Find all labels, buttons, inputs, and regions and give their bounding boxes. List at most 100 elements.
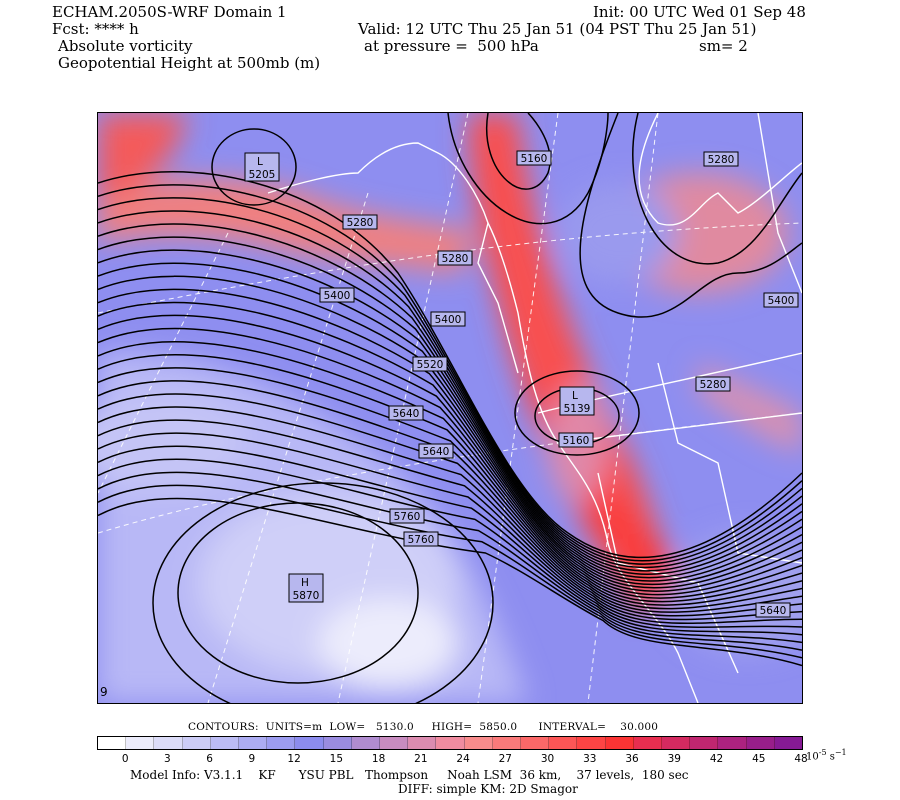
colorbar-tick-label: 3 (164, 753, 171, 765)
svg-text:H: H (301, 577, 309, 589)
contour-label: 5640 (418, 443, 454, 459)
contour-label: 5640 (755, 602, 791, 618)
model-info: Model Info: V3.1.1 KF YSU PBL Thompson N… (130, 768, 689, 782)
colorbar-swatch (323, 737, 352, 749)
colorbar-tick-label: 12 (287, 753, 301, 765)
colorbar-swatch (436, 737, 465, 749)
contour-label-layer: 5160 5280 5280 5280 5400 5400 5520 5640 5640 5760… (319, 150, 799, 618)
svg-text:L: L (257, 156, 263, 168)
svg-text:5205: 5205 (249, 169, 276, 181)
height-contour-line (98, 197, 802, 565)
svg-text:5139: 5139 (564, 403, 591, 415)
height-contour-line (98, 184, 802, 562)
colorbar-swatch (718, 737, 747, 749)
vorticity-map: 5160 5280 5280 5280 5400 5400 5520 5640 5640 5760… (98, 113, 802, 703)
colorbar-swatch (154, 737, 183, 749)
colorbar-swatch (690, 737, 719, 749)
height-contour-line (98, 484, 802, 659)
colorbar-tick-label: 6 (206, 753, 213, 765)
height-contour-line (98, 301, 802, 592)
height-contour-line (98, 340, 802, 603)
colorbar-swatch (210, 737, 240, 749)
svg-text:5400: 5400 (768, 295, 795, 307)
colorbar-swatch (239, 737, 268, 749)
contour-info: CONTOURS: UNITS=m LOW= 5130.0 HIGH= 5850… (188, 721, 659, 733)
colorbar-tick-label: 0 (121, 753, 129, 765)
colorbar-swatch (746, 737, 775, 749)
colorbar-swatch (774, 737, 803, 749)
colorbar-swatch (408, 737, 437, 749)
height-contour-line (98, 210, 802, 569)
colorbar-swatch (267, 737, 296, 749)
height-contour-line (98, 353, 802, 606)
diff-info: DIFF: simple KM: 2D Smagor (398, 782, 578, 796)
colorbar-swatch (98, 737, 127, 749)
svg-text:5160: 5160 (563, 435, 590, 447)
contour-label: 5640 (388, 405, 424, 421)
colorbar-swatch (633, 737, 663, 749)
colorbar-swatch (549, 737, 578, 749)
colorbar-swatch (295, 737, 324, 749)
colorbar-tick-label: 30 (540, 753, 555, 765)
init-time: Init: 00 UTC Wed 01 Sep 48 (593, 3, 806, 21)
colorbar-tick-label: 15 (329, 753, 344, 765)
colorbar-swatch (351, 737, 381, 749)
colorbar-swatch (492, 737, 522, 749)
colorbar-tick-label: 18 (371, 753, 386, 765)
svg-text:5280: 5280 (700, 379, 727, 391)
colorbar-swatch (605, 737, 634, 749)
contour-label: 5520 (412, 356, 448, 372)
svg-text:5640: 5640 (760, 605, 787, 617)
colorbar-tick-label: 36 (625, 753, 639, 765)
svg-text:5160: 5160 (521, 153, 548, 165)
field-geopotential: Geopotential Height at 500mb (m) (58, 54, 321, 72)
svg-text:5400: 5400 (435, 314, 462, 326)
svg-text:5760: 5760 (408, 534, 435, 546)
height-contour-line (98, 223, 802, 572)
height-contour-line (98, 406, 802, 621)
colorbar-tick-label: 33 (583, 753, 597, 765)
field-vorticity: Absolute vorticity (58, 37, 193, 55)
valid-time: Valid: 12 UTC Thu 25 Jan 51 (04 PST Thu … (358, 20, 757, 38)
map-panel[interactable]: 5160 5280 5280 5280 5400 5400 5520 5640 5640 5760… (97, 112, 803, 704)
svg-text:5640: 5640 (423, 446, 450, 458)
colorbar-swatch (464, 737, 493, 749)
svg-text:5400: 5400 (324, 290, 351, 302)
height-contour-line (98, 327, 802, 599)
contour-label: 5400 (430, 311, 466, 327)
units-suffix-exponent: −1 (834, 748, 847, 757)
colorbar-units: 10-5 s−1 (806, 748, 847, 762)
svg-text:5640: 5640 (393, 408, 420, 420)
height-contour-line (98, 471, 802, 651)
contour-label: 5160 (558, 432, 594, 448)
pressure-level: at pressure = 500 hPa (364, 37, 539, 55)
colorbar-swatch (521, 737, 550, 749)
colorbar-swatch (662, 737, 691, 749)
height-contour-line (98, 380, 802, 613)
contour-label: 5400 (763, 292, 799, 308)
contour-label: 5280 (703, 151, 739, 167)
height-contour-line (98, 393, 802, 617)
svg-text:5280: 5280 (442, 253, 469, 265)
svg-text:5280: 5280 (347, 217, 374, 229)
model-title: ECHAM.2050S-WRF Domain 1 (52, 3, 287, 21)
colorbar-tick-label: 48 (794, 753, 808, 765)
svg-text:5280: 5280 (708, 154, 735, 166)
height-contour-line (98, 262, 802, 582)
units-exponent: -5 (818, 748, 827, 757)
colorbar-tick-label: 9 (248, 753, 256, 765)
height-contour-line (98, 419, 802, 625)
height-contour-line (98, 236, 802, 575)
contour-label: 5280 (695, 376, 731, 392)
colorbar-tick-label: 45 (752, 753, 766, 765)
height-contour-line (98, 458, 802, 644)
units-base: 10 (806, 751, 819, 763)
height-contour-line (98, 497, 802, 667)
colorbar-tick-label: 27 (498, 753, 512, 765)
colorbar-tick-label: 24 (456, 753, 470, 765)
colorbar-tick-label: 42 (709, 753, 724, 765)
